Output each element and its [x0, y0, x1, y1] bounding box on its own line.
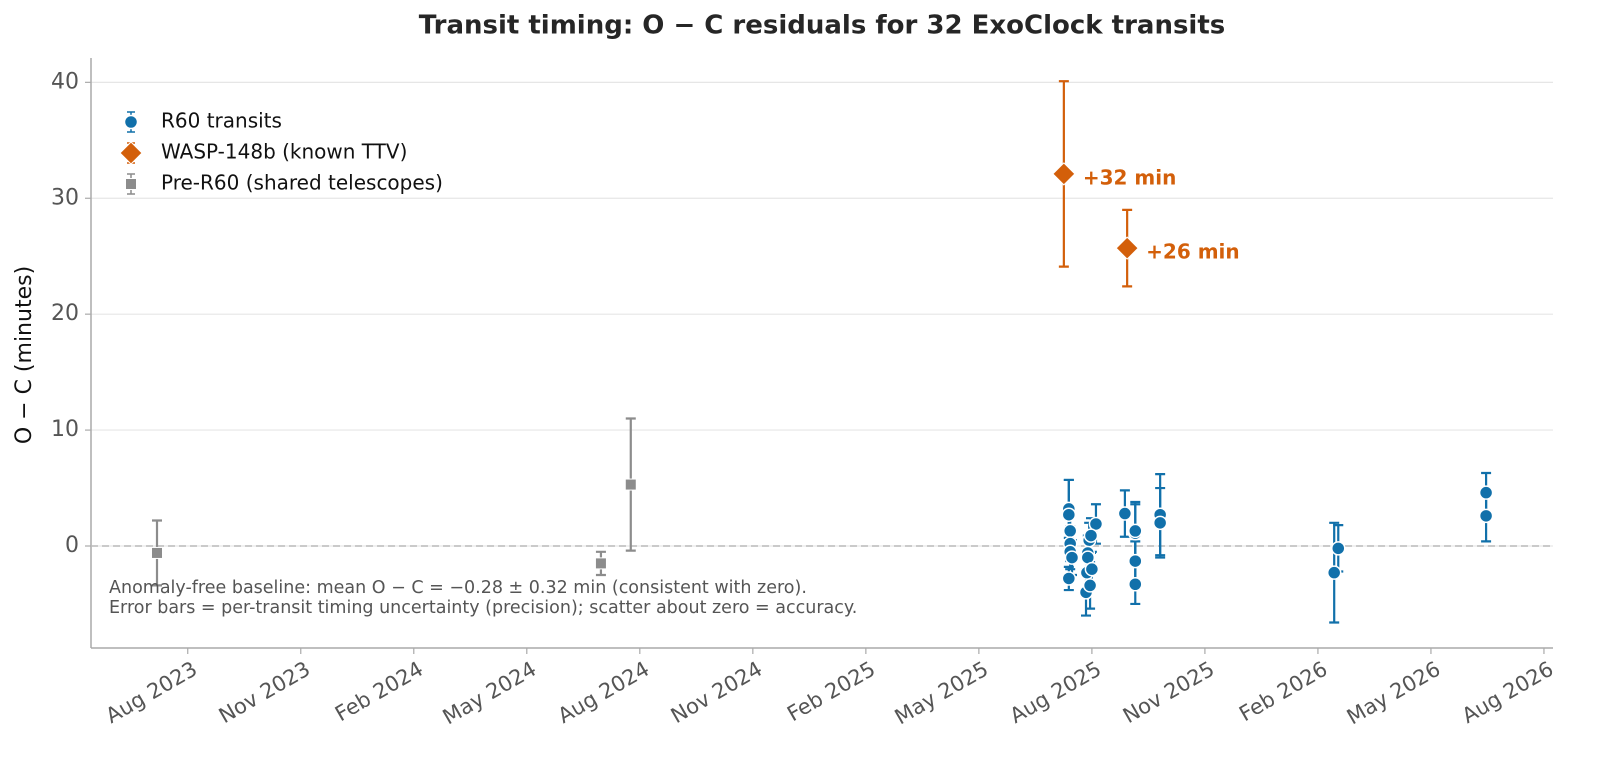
legend-label: R60 transits — [161, 109, 282, 133]
data-point — [624, 478, 637, 491]
annotation: Anomaly-free baseline: mean O − C = −0.2… — [109, 578, 807, 598]
y-axis-label: O − C (minutes) — [12, 266, 37, 444]
data-point — [1064, 550, 1080, 565]
value-label: +32 min — [1083, 165, 1177, 189]
data-point — [1117, 506, 1133, 521]
x-tick-label: May 2024 — [439, 657, 541, 730]
data-point — [1082, 578, 1098, 593]
y-tick-label: 10 — [51, 417, 79, 442]
data-point — [1128, 553, 1143, 569]
legend-marker — [123, 114, 139, 130]
legend-label: WASP-148b (known TTV) — [161, 140, 407, 164]
data-point — [1128, 523, 1143, 539]
x-tick-label: Aug 2025 — [1006, 657, 1106, 728]
x-tick-label: Nov 2025 — [1119, 657, 1219, 728]
annotation: Error bars = per-transit timing uncertai… — [109, 598, 857, 618]
data-point — [1052, 162, 1076, 186]
legend-label: Pre-R60 (shared telescopes) — [161, 171, 443, 195]
x-tick-label: May 2025 — [891, 657, 993, 730]
value-label: +26 min — [1146, 240, 1240, 264]
data-point — [1061, 571, 1077, 586]
x-tick-label: Aug 2026 — [1458, 657, 1558, 728]
x-tick-label: Aug 2024 — [554, 657, 654, 728]
chart-title: Transit timing: O − C residuals for 32 E… — [419, 11, 1226, 41]
data-point — [1061, 507, 1077, 522]
data-point — [594, 557, 607, 570]
y-tick-label: 20 — [51, 301, 79, 326]
data-point — [1128, 576, 1143, 592]
data-point — [1152, 515, 1168, 531]
x-tick-label: Nov 2023 — [215, 657, 315, 728]
data-point — [1084, 561, 1100, 577]
data-point — [151, 546, 164, 559]
x-tick-label: Feb 2025 — [783, 657, 879, 726]
data-point — [1115, 236, 1139, 260]
x-tick-label: Feb 2024 — [331, 657, 427, 726]
y-tick-label: 30 — [51, 185, 79, 210]
x-tick-label: Nov 2024 — [667, 657, 767, 728]
x-tick-label: Feb 2026 — [1235, 657, 1331, 726]
y-tick-label: 0 — [65, 533, 79, 558]
data-point — [1478, 508, 1494, 524]
x-tick-label: May 2026 — [1343, 657, 1445, 730]
data-point — [1478, 485, 1494, 500]
y-tick-label: 40 — [51, 69, 79, 94]
x-tick-label: Aug 2023 — [102, 657, 202, 728]
data-point — [1331, 541, 1346, 556]
legend-marker — [119, 141, 143, 165]
data-point — [1083, 528, 1099, 543]
legend-marker — [125, 178, 137, 190]
data-point — [1326, 565, 1342, 580]
data-point — [1062, 523, 1078, 539]
